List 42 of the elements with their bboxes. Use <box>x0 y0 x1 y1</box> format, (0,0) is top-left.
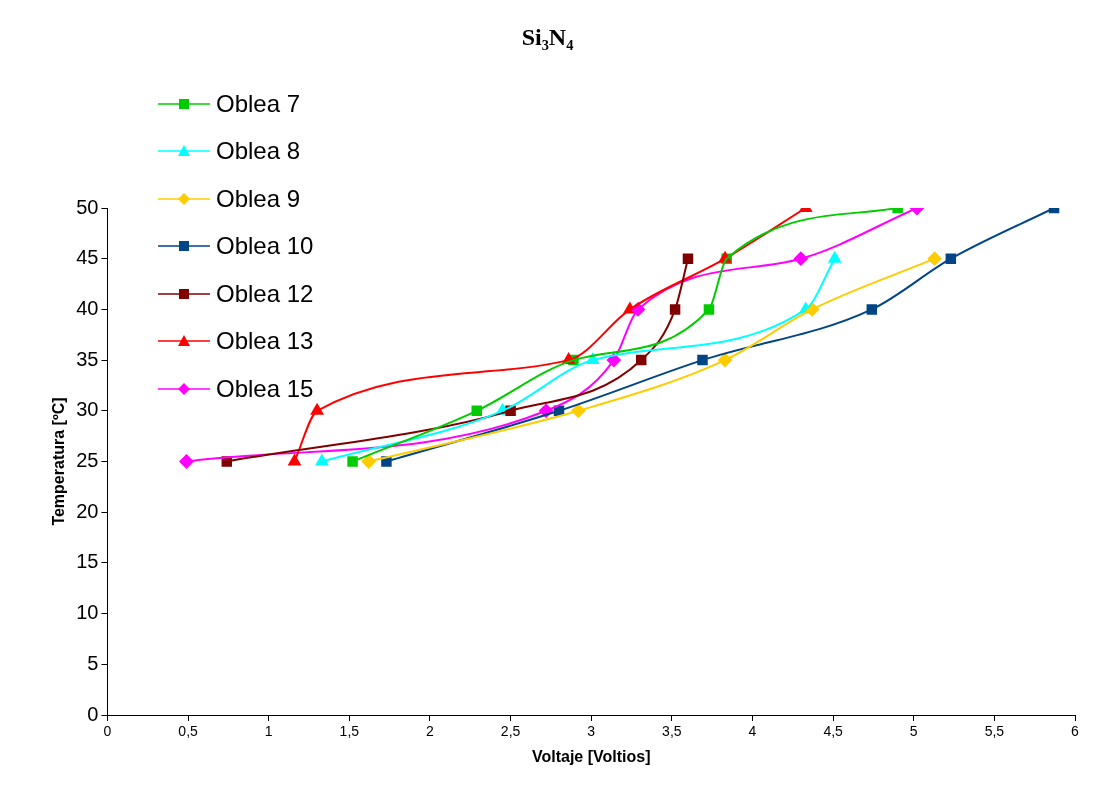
y-tick-label: 35 <box>76 347 99 370</box>
x-tick-label: 5,5 <box>984 723 1005 740</box>
x-tick-label: 4,5 <box>823 723 844 740</box>
point <box>682 253 694 264</box>
point <box>927 251 942 266</box>
legend-label: Oblea 8 <box>216 137 301 166</box>
x-tick-label: 1 <box>264 723 273 740</box>
legend-label: Oblea 9 <box>216 184 301 213</box>
y-tick-label: 25 <box>76 449 99 472</box>
y-tick-label: 50 <box>76 195 99 218</box>
y-tick-label: 5 <box>87 651 99 674</box>
x-tick-label: 4 <box>748 723 757 740</box>
x-axis-title: Voltaje [Voltios] <box>531 747 651 765</box>
x-tick-label: 6 <box>1071 723 1080 740</box>
x-tick-label: 0,5 <box>178 723 199 740</box>
chart-title: Si₃N₄ <box>520 24 575 51</box>
x-tick-label: 3 <box>587 723 596 740</box>
y-tick-label: 0 <box>87 702 99 725</box>
x-tick-label: 2,5 <box>500 723 521 740</box>
y-tick-label: 20 <box>76 499 99 522</box>
x-tick-label: 0 <box>103 723 112 740</box>
point <box>828 251 841 263</box>
x-tick-label: 2 <box>426 723 435 740</box>
x-tick-label: 1,5 <box>339 723 360 740</box>
legend-label: Oblea 10 <box>216 232 314 261</box>
x-tick-label: 5 <box>909 723 918 740</box>
point <box>315 454 329 466</box>
point <box>179 454 194 469</box>
y-tick-label: 10 <box>76 601 99 624</box>
y-axis-title: Temperatura [ºC] <box>50 397 68 526</box>
legend-label: Oblea 13 <box>216 327 314 356</box>
y-tick-label: 15 <box>76 550 99 573</box>
point <box>347 456 358 467</box>
legend-label: Oblea 15 <box>216 374 314 403</box>
y-tick-label: 40 <box>76 296 99 319</box>
y-tick-label: 45 <box>76 246 99 269</box>
x-tick-label: 3,5 <box>662 723 682 740</box>
point <box>288 454 301 466</box>
point <box>361 454 376 469</box>
legend-label: Oblea 7 <box>216 89 301 118</box>
legend-label: Oblea 12 <box>216 279 314 308</box>
y-tick-label: 30 <box>76 398 99 421</box>
